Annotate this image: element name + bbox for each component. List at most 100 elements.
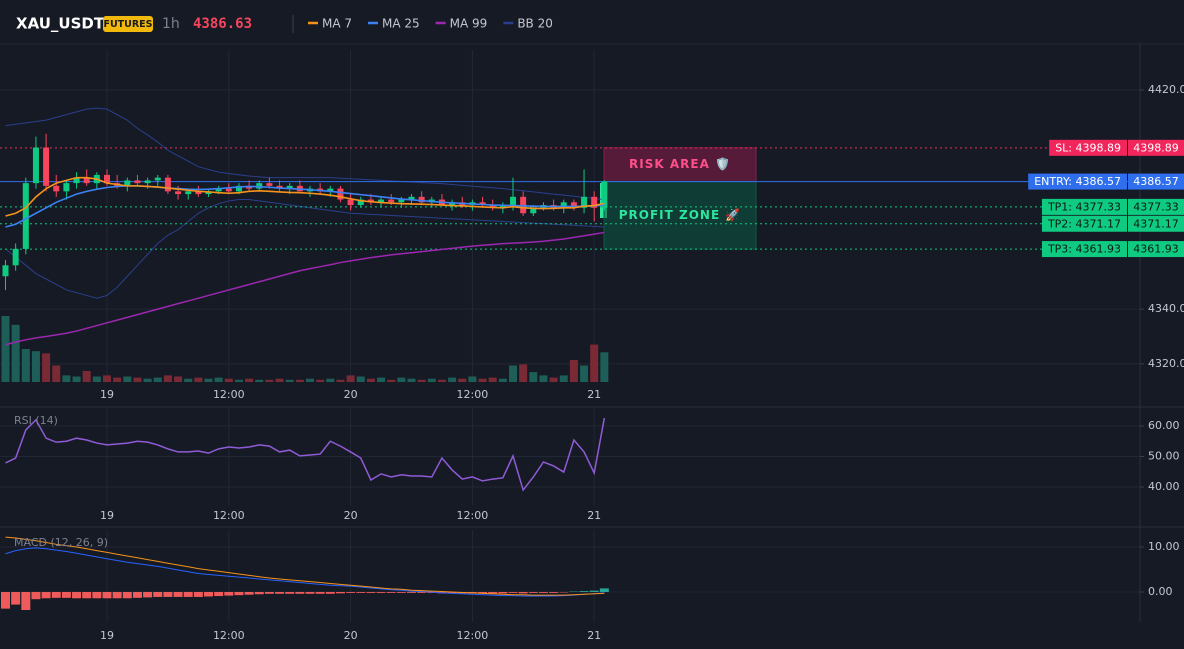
candle-body: [398, 199, 405, 203]
candle-body: [104, 174, 110, 184]
volume-bar: [42, 353, 51, 382]
axis-value-label: 4361.93: [1133, 243, 1179, 256]
histogram-bar: [305, 591, 315, 594]
volume-bar: [52, 365, 61, 382]
axis-value-label: 4398.89: [1133, 141, 1179, 154]
histogram-bar: [72, 591, 82, 599]
ma-line: [5, 176, 605, 217]
volume-bar: [549, 377, 558, 382]
x-tick-label: 12:00: [213, 388, 245, 401]
volume-bar: [295, 379, 304, 382]
histogram-bar: [183, 591, 193, 597]
axis-label-bg: [1128, 139, 1184, 156]
x-tick-label: 21: [587, 629, 601, 642]
histogram-bar: [234, 591, 244, 596]
volume-bar: [519, 364, 528, 382]
histogram-bar: [325, 591, 335, 594]
y-tick-label: 50.00: [1148, 450, 1180, 463]
badge-bg: [103, 16, 153, 32]
volume-bar: [488, 377, 497, 382]
volume-bar: [468, 376, 477, 382]
x-tick-label: 19: [100, 509, 114, 522]
volume-bar: [559, 375, 568, 382]
x-tick-label: 21: [587, 388, 601, 401]
histogram-bar: [386, 591, 396, 593]
axis-value-label: 4377.33: [1133, 200, 1179, 213]
candle-body: [327, 188, 334, 192]
volume-bar: [184, 378, 193, 382]
x-tick-label: 19: [100, 388, 114, 401]
candle-body: [449, 202, 456, 206]
candle-body: [154, 177, 161, 181]
candle-body: [22, 183, 29, 249]
badge: FUTURES: [103, 19, 152, 30]
y-tick-label: 10.00: [1148, 540, 1180, 553]
axis-label-bg: [1128, 198, 1184, 215]
histogram-bar: [315, 591, 325, 594]
candle-body: [195, 191, 202, 195]
candle-body: [408, 196, 415, 200]
candle-body: [530, 207, 537, 214]
histogram-bar: [102, 591, 112, 599]
histogram-bar: [1, 591, 10, 609]
candle-body: [235, 185, 242, 192]
histogram-bar: [295, 591, 305, 594]
y-tick-label: 4340.00: [1148, 302, 1184, 315]
rsi-line: [5, 417, 606, 492]
zone-label: RISK AREA 🛡️: [629, 157, 731, 171]
band-lower: [5, 199, 605, 299]
y-tick-label: 60.00: [1148, 419, 1180, 432]
histogram-bar: [112, 591, 122, 599]
volume-bar: [336, 379, 345, 382]
volume-bar: [245, 378, 254, 382]
x-tick-label: 20: [344, 388, 358, 401]
histogram-bar: [31, 591, 41, 600]
candle-body: [225, 188, 232, 192]
volume-bar: [498, 378, 507, 382]
candle-body: [266, 183, 273, 186]
histogram-bar: [173, 591, 183, 597]
histogram-bar: [41, 591, 51, 599]
histogram-bar: [549, 591, 559, 593]
x-tick-label: 20: [344, 629, 358, 642]
volume-bar: [569, 360, 578, 382]
zone-label: PROFIT ZONE 🚀: [619, 208, 742, 222]
histogram-bar: [92, 591, 102, 599]
volume-bar: [458, 378, 467, 382]
volume-bar: [387, 379, 396, 382]
histogram-bar: [579, 591, 589, 592]
x-tick-label: 12:00: [457, 388, 489, 401]
volume-bar: [214, 377, 223, 382]
candle-body: [570, 202, 577, 208]
volume-bar: [72, 376, 81, 382]
histogram-bar: [599, 588, 609, 592]
indicator-title: MACD (12, 26, 9): [14, 536, 108, 549]
x-tick-label: 12:00: [457, 509, 489, 522]
volume-bar: [133, 377, 142, 382]
volume-bar: [275, 378, 284, 382]
legend-label: MA 99: [450, 17, 488, 31]
histogram-bar: [518, 591, 528, 594]
candle-body: [63, 183, 70, 192]
level-label-bg: [1028, 173, 1127, 190]
histogram-bar: [244, 591, 254, 595]
histogram-bar: [335, 591, 345, 594]
candle-body: [175, 191, 182, 195]
volume-bar: [143, 378, 152, 382]
volume-bar: [285, 379, 294, 382]
volume-bar: [11, 324, 20, 382]
histogram-bar: [488, 591, 498, 594]
candle-body: [12, 248, 19, 266]
volume-bar: [600, 352, 609, 382]
level-label: TP2: 4371.17: [1047, 217, 1121, 230]
candle-body: [2, 265, 9, 277]
histogram-bar: [417, 591, 427, 593]
volume-bar: [306, 378, 314, 382]
histogram-bar: [82, 591, 92, 599]
volume-bar: [316, 379, 325, 382]
volume-bar: [377, 377, 386, 382]
histogram-bar: [204, 591, 213, 597]
volume-bar: [204, 378, 213, 382]
